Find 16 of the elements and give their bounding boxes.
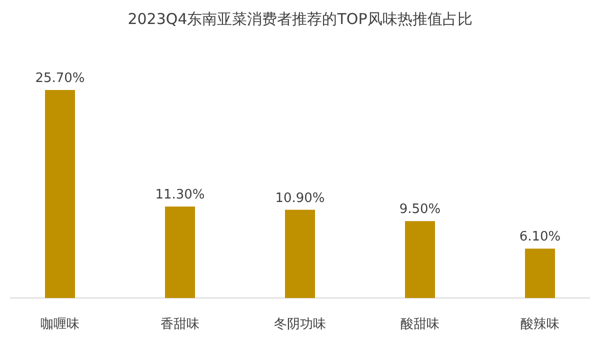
data-label: 11.30% <box>155 188 205 203</box>
data-label: 6.10% <box>519 230 561 245</box>
bar <box>525 248 555 298</box>
x-tick-label: 酸辣味 <box>520 317 560 332</box>
chart-title: 2023Q4东南亚菜消费者推荐的TOP风味热推值占比 <box>128 10 472 28</box>
data-label: 9.50% <box>399 202 441 218</box>
x-tick-label: 冬阴功味 <box>274 317 326 332</box>
data-label: 10.90% <box>275 190 325 206</box>
bar <box>165 206 195 298</box>
bar <box>285 210 315 298</box>
bar <box>45 90 75 298</box>
x-tick-label: 香甜味 <box>160 317 200 332</box>
x-tick-label: 咖喱味 <box>40 317 80 332</box>
x-tick-label: 酸甜味 <box>400 317 440 332</box>
bar <box>405 221 435 298</box>
data-label: 25.70% <box>35 71 85 86</box>
